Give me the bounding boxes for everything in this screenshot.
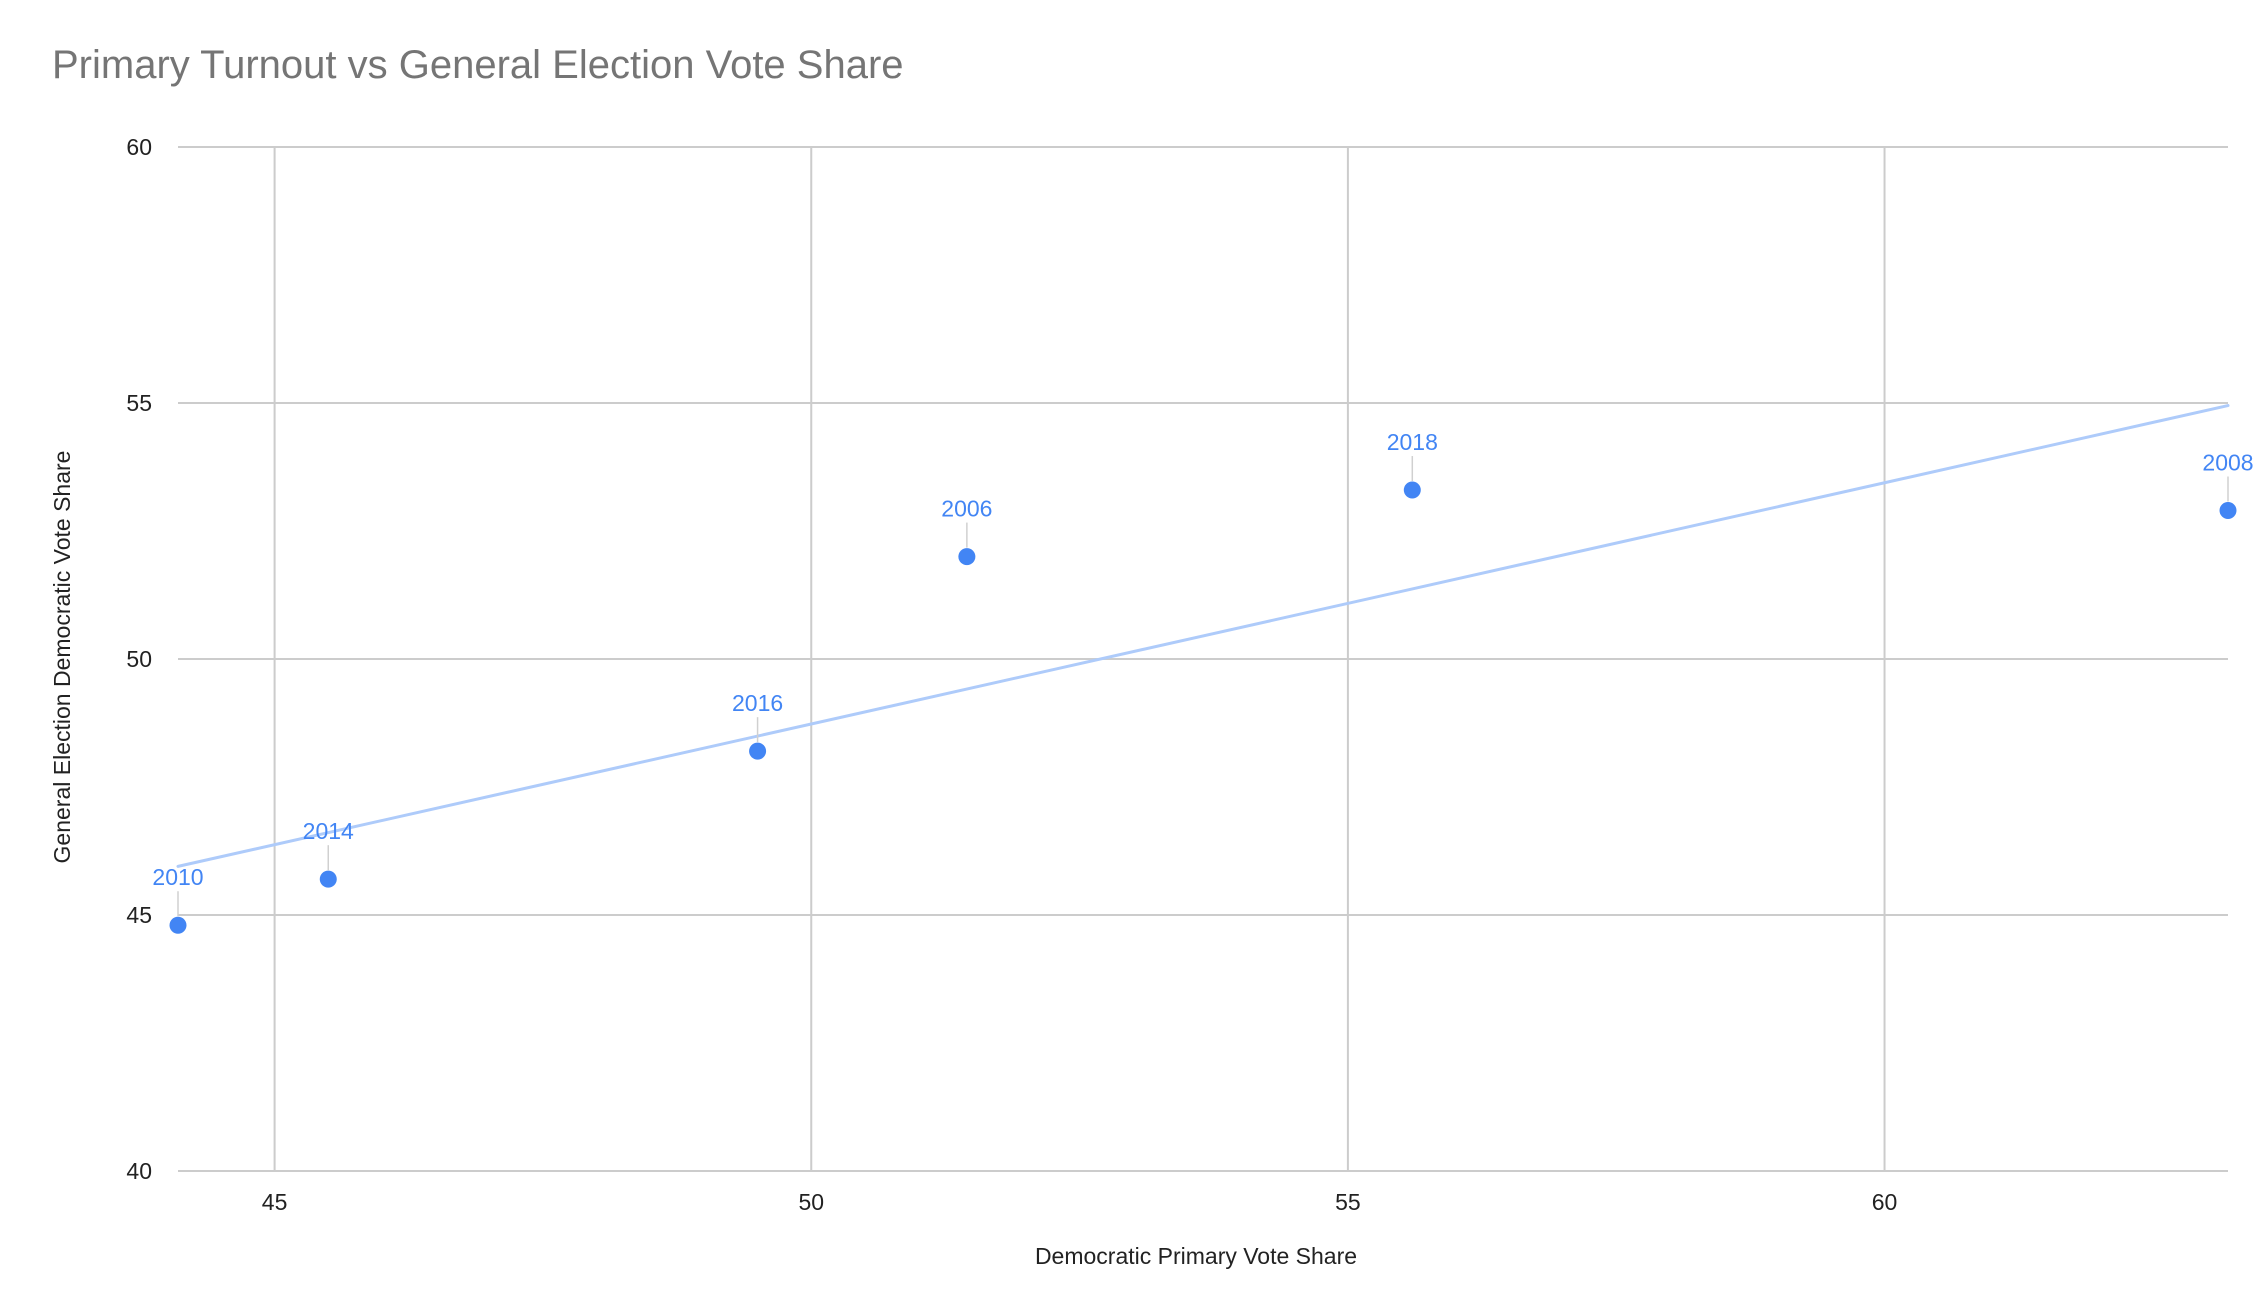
- trendline: [176, 404, 2230, 868]
- y-tick-label: 45: [126, 902, 152, 928]
- y-axis-title: General Election Democratic Vote Share: [49, 451, 75, 864]
- data-point: [958, 548, 976, 566]
- data-point: [1403, 481, 1421, 499]
- point-label: 2014: [303, 818, 354, 844]
- y-tick-label: 40: [126, 1158, 152, 1184]
- data-points: [169, 481, 2237, 934]
- point-label: 2008: [2202, 450, 2253, 476]
- point-label: 2010: [152, 864, 203, 890]
- data-point: [2219, 502, 2237, 520]
- chart-title: Primary Turnout vs General Election Vote…: [52, 43, 904, 87]
- point-label: 2016: [732, 690, 783, 716]
- data-point: [749, 742, 767, 760]
- x-axis-title: Democratic Primary Vote Share: [1035, 1243, 1357, 1269]
- tick-labels: 40 45 50 55 60 45 50 55 60: [126, 134, 1897, 1215]
- y-tick-label: 60: [126, 134, 152, 160]
- x-tick-label: 45: [262, 1189, 288, 1215]
- x-tick-label: 60: [1872, 1189, 1898, 1215]
- y-tick-label: 50: [126, 646, 152, 672]
- point-labels: 2010 2014 2016 2006 2018 2008: [152, 429, 2254, 917]
- y-tick-label: 55: [126, 390, 152, 416]
- point-label: 2018: [1387, 429, 1438, 455]
- trendline-group: [176, 404, 2230, 868]
- gridlines: [178, 146, 2228, 1172]
- data-point: [169, 916, 187, 934]
- data-point: [319, 870, 337, 888]
- point-label: 2006: [941, 496, 992, 522]
- x-tick-label: 55: [1335, 1189, 1361, 1215]
- x-tick-label: 50: [798, 1189, 824, 1215]
